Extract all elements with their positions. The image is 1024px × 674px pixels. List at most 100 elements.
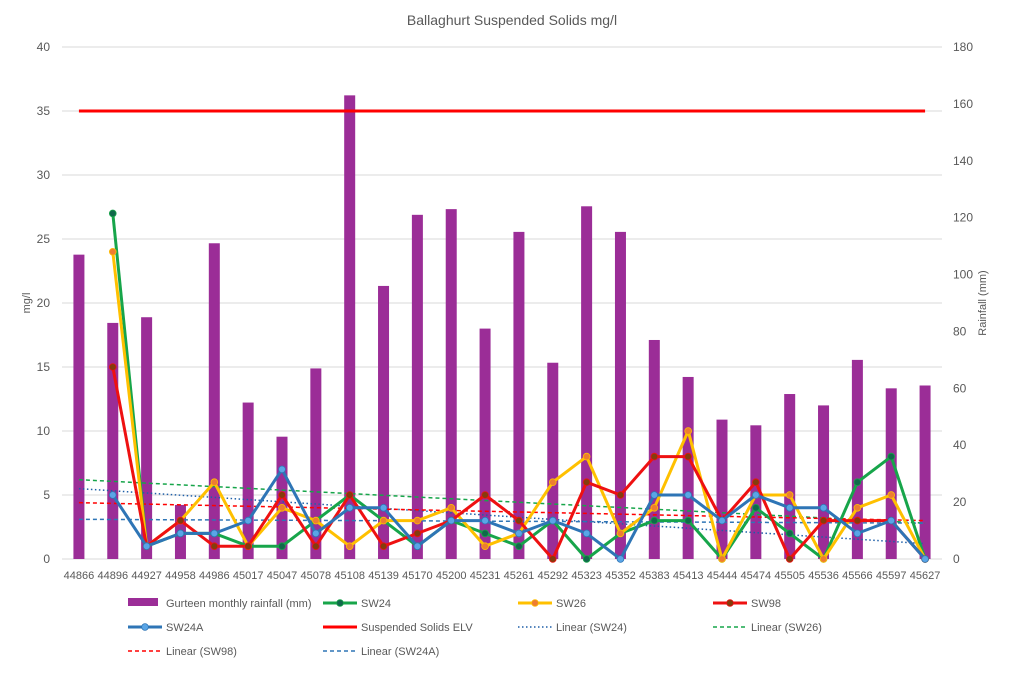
data-point [853,516,862,525]
y2-tick-label: 40 [953,438,967,452]
rainfall-bar [547,362,559,559]
data-point [481,491,489,499]
y-axis-label: mg/l [21,293,33,314]
rainfall-bar [411,214,423,560]
x-tick-label: 45323 [571,570,602,582]
legend-swatch [128,598,158,606]
data-point [785,491,794,499]
x-tick-label: 45444 [707,570,738,582]
legend-marker [336,599,344,607]
legend-marker [726,599,734,607]
rainfall-bar [107,322,119,559]
data-point [887,452,896,461]
data-point [853,529,862,538]
rainfall-bar [208,243,220,559]
data-point [548,478,557,487]
x-tick-label: 44986 [199,570,230,582]
rainfall-bar [885,388,897,559]
data-point [312,516,320,525]
data-point [853,503,862,512]
rainfall-bar [581,206,593,560]
x-tick-label: 44958 [165,570,196,582]
data-point [515,542,523,550]
data-point [108,363,117,371]
y2-tick-label: 60 [953,381,967,395]
data-point [752,503,760,512]
rainfall-bar [716,419,728,559]
x-tick-label: 45261 [504,570,535,582]
y-tick-label: 40 [37,40,51,54]
data-point [108,248,117,256]
data-point [244,516,252,525]
y-tick-label: 30 [37,168,51,182]
x-tick-label: 45352 [605,570,636,582]
x-tick-label: 45017 [233,570,264,582]
data-point [785,529,794,538]
data-point [379,503,388,512]
data-point [752,478,760,487]
y-tick-label: 0 [43,552,50,566]
data-point [278,503,286,512]
x-tick-label: 45566 [842,570,873,582]
rainfall-bar [378,285,390,559]
data-point [176,529,185,538]
data-point [650,516,659,525]
data-point [108,491,117,499]
data-point [447,516,456,525]
data-point [379,516,388,525]
x-tick-label: 45413 [673,570,704,582]
x-tick-label: 45474 [741,570,772,582]
data-point [481,516,489,525]
x-tick-label: 44896 [97,570,128,582]
x-tick-label: 45536 [808,570,839,582]
data-point [515,516,523,525]
data-point [345,503,354,512]
data-point [278,491,286,499]
legend-label: SW24A [166,622,204,634]
legend-label: Gurteen monthly rainfall (mm) [166,598,312,610]
rainfall-bar [682,376,694,559]
data-point [312,542,320,550]
trendline [78,487,926,545]
x-tick-label: 45170 [402,570,433,582]
data-point [650,452,659,461]
rainfall-bar [919,385,931,559]
x-tick-label: 45597 [876,570,907,582]
data-point [210,529,219,538]
rainfall-bar [648,339,660,559]
data-point [582,452,591,461]
chart-title: Ballaghurt Suspended Solids mg/l [407,12,617,28]
x-tick-label: 45383 [639,570,670,582]
y2-tick-label: 140 [953,154,973,168]
data-point [413,542,422,550]
data-point [785,503,794,512]
legend-label: Linear (SW26) [751,622,822,634]
data-point [481,529,489,538]
x-tick-label: 44866 [64,570,95,582]
data-point [819,503,828,512]
y2-axis-label: Rainfall (mm) [977,270,989,335]
x-tick-label: 45505 [774,570,805,582]
data-point [718,516,726,525]
data-point [582,478,591,487]
data-point [345,491,354,499]
data-point [921,555,929,563]
rainfall-bar [818,405,830,559]
y2-tick-label: 180 [953,40,973,54]
rainfall-bar [513,231,525,559]
x-tick-label: 44927 [131,570,162,582]
data-point [481,542,489,550]
x-tick-label: 45108 [334,570,365,582]
legend-label: Linear (SW98) [166,646,237,658]
legend-label: Linear (SW24) [556,622,627,634]
y2-tick-label: 160 [953,97,973,111]
data-point [616,491,625,499]
data-point [582,529,591,538]
x-tick-label: 45292 [537,570,568,582]
data-point [278,542,286,550]
trendline [78,501,926,522]
y2-tick-label: 20 [953,495,967,509]
y-tick-label: 5 [43,488,50,502]
data-point [650,503,659,512]
